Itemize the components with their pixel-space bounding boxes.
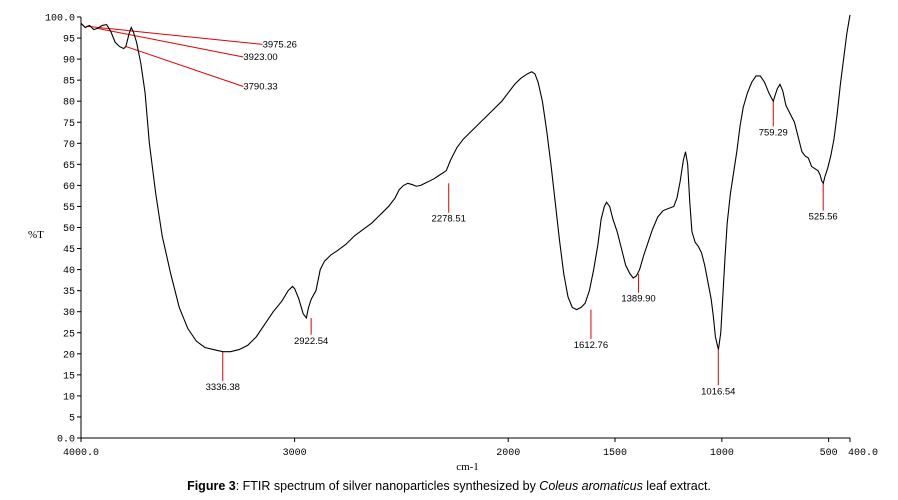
- ftir-chart: 0.0 5 10 15 20 25 30 35 40 45 50 55 60 65 70 75 80 85 90 95…: [28, 14, 878, 474]
- x-tick-label: 400.0: [848, 448, 878, 459]
- y-tick-label: 60: [63, 182, 75, 193]
- y-axis-ticks: 0.0 5 10 15 20 25 30 35 40 45 50 55 60 65 70 75 80 85 90 95…: [45, 14, 81, 446]
- peak-marker-line: [86, 25, 263, 45]
- x-tick-label: 3000: [283, 448, 307, 459]
- figure-caption: Figure 3: FTIR spectrum of silver nanopa…: [0, 479, 898, 493]
- peak-label: 2922.54: [294, 336, 328, 347]
- peak-label: 2278.51: [432, 214, 466, 225]
- peak-label: 759.29: [759, 127, 788, 138]
- y-tick-label: 25: [63, 329, 75, 340]
- y-tick-label: 40: [63, 266, 75, 277]
- y-tick-label: 45: [63, 245, 75, 256]
- peak-label: 3790.33: [243, 81, 277, 92]
- peak-label: 3336.38: [206, 382, 240, 393]
- x-tick-label: 500: [820, 448, 838, 459]
- chart-axes: [80, 17, 850, 439]
- y-tick-label: 20: [63, 350, 75, 361]
- y-tick-label: 35: [63, 287, 75, 298]
- y-tick-label: 30: [63, 308, 75, 319]
- y-tick-label: 10: [63, 392, 75, 403]
- y-tick-label: 55: [63, 203, 75, 214]
- x-tick-label: 2000: [496, 448, 520, 459]
- y-tick-label: 50: [63, 224, 75, 235]
- y-tick-label: 65: [63, 161, 75, 172]
- peak-marker-line: [125, 45, 244, 87]
- y-tick-label: 70: [63, 140, 75, 151]
- x-axis-ticks: 4000.0 3000 2000 1500 1000 500 400.0: [63, 438, 878, 459]
- y-tick-label: 15: [63, 371, 75, 382]
- y-tick-label: 100.0: [45, 14, 75, 25]
- x-tick-label: 1500: [603, 448, 627, 459]
- peak-label: 1016.54: [701, 386, 735, 397]
- y-tick-label: 5: [69, 413, 75, 424]
- figure-number: Figure 3: [187, 479, 236, 493]
- caption-text-after: leaf extract.: [642, 479, 711, 493]
- peak-label: 525.56: [809, 212, 838, 223]
- caption-species: Coleus aromaticus: [539, 479, 643, 493]
- peak-marker-line: [97, 27, 244, 58]
- peak-annotations: 3975.26 3923.00 3790.33 3336.38 2922.54 2278.…: [86, 25, 838, 397]
- x-tick-label: 1000: [710, 448, 734, 459]
- peak-label: 1389.90: [621, 294, 655, 305]
- x-axis-label: cm-1: [456, 461, 479, 473]
- y-axis-label: %T: [28, 229, 44, 241]
- y-tick-label: 0.0: [57, 435, 75, 446]
- y-tick-label: 80: [63, 98, 75, 109]
- x-tick-label: 4000.0: [63, 448, 99, 459]
- y-tick-label: 75: [63, 119, 75, 130]
- y-tick-label: 95: [63, 35, 75, 46]
- y-tick-label: 90: [63, 56, 75, 67]
- caption-text-before: : FTIR spectrum of silver nanoparticles …: [235, 479, 540, 493]
- peak-label: 1612.76: [574, 340, 608, 351]
- y-tick-label: 85: [63, 77, 75, 88]
- transmittance-series-line: [80, 14, 851, 353]
- peak-label: 3923.00: [243, 52, 277, 63]
- peak-label: 3975.26: [263, 39, 297, 50]
